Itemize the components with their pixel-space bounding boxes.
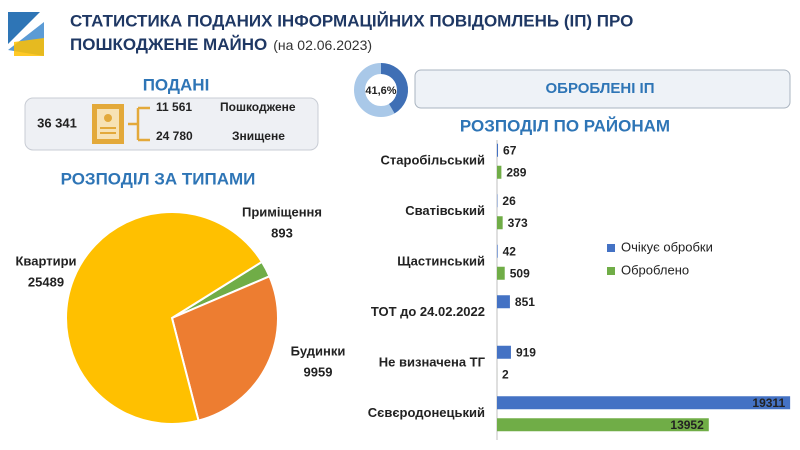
category-label: Не визначена ТГ xyxy=(379,355,486,370)
category-label: Сватівський xyxy=(405,203,485,218)
category-label: Сєвєродонецький xyxy=(368,405,485,420)
pie-label: Квартири xyxy=(15,253,76,268)
bar-value: 289 xyxy=(506,165,526,179)
submitted-label: Пошкоджене xyxy=(220,100,296,114)
date: (на 02.06.2023) xyxy=(273,37,372,53)
category-label: Щастинський xyxy=(397,254,485,269)
submitted-title: ПОДАНІ xyxy=(143,75,210,94)
pie-value: 9959 xyxy=(304,364,333,379)
pie-slice xyxy=(170,275,279,422)
category-label: Старобільський xyxy=(381,153,485,168)
bar xyxy=(497,244,498,258)
logo xyxy=(8,12,44,56)
submitted-value: 11 561 xyxy=(156,100,192,114)
bar-value: 851 xyxy=(515,295,535,309)
bar xyxy=(497,165,502,179)
pie-slice xyxy=(65,211,264,425)
logo-shape xyxy=(14,38,44,56)
bar-value: 42 xyxy=(503,244,517,258)
category-label: ТОТ до 24.02.2022 xyxy=(371,304,485,319)
pie-value: 25489 xyxy=(28,274,64,289)
icon-shape xyxy=(97,109,119,139)
logo-shape xyxy=(8,12,40,44)
bar xyxy=(497,266,505,280)
bar-value: 26 xyxy=(502,194,516,208)
bracket xyxy=(128,106,150,142)
bar xyxy=(497,418,709,432)
bar xyxy=(497,216,503,230)
bar-title: РОЗПОДІЛ ПО РАЙОНАМ xyxy=(460,116,670,135)
bar-value: 2 xyxy=(502,367,509,381)
title-line: ПОШКОДЖЕНЕ МАЙНО xyxy=(70,35,267,54)
bar-value: 13952 xyxy=(670,418,704,432)
bar-value: 373 xyxy=(508,216,528,230)
submitted-label: Знищене xyxy=(232,129,285,143)
pie-label: Будинки xyxy=(291,343,346,358)
icon-shape xyxy=(104,114,112,122)
title-line: СТАТИСТИКА ПОДАНИХ ІНФОРМАЦІЙНИХ ПОВІДОМ… xyxy=(70,11,633,30)
bar-value: 509 xyxy=(510,266,530,280)
pie-title: РОЗПОДІЛ ЗА ТИПАМИ xyxy=(61,169,256,188)
bar-value: 19311 xyxy=(752,396,785,410)
pie-value: 893 xyxy=(271,225,293,240)
bar xyxy=(497,143,499,157)
bar-value: 67 xyxy=(503,143,517,157)
bar-value: 919 xyxy=(516,345,536,359)
legend-swatch xyxy=(607,267,615,275)
bar xyxy=(497,295,510,309)
submitted-total: 36 341 xyxy=(37,115,77,130)
donut-segment xyxy=(381,63,409,114)
bar xyxy=(497,345,511,359)
pie-label: Приміщення xyxy=(242,204,322,219)
title-line: ПОШКОДЖЕНЕ МАЙНО (на 02.06.2023) xyxy=(70,35,372,54)
legend-swatch xyxy=(607,244,615,252)
donut-label: 41,6% xyxy=(365,85,396,97)
processed-box xyxy=(414,69,791,109)
submitted-value: 24 780 xyxy=(156,129,193,143)
document-icon xyxy=(92,104,124,144)
processed-title: ОБРОБЛЕНІ ІП xyxy=(546,80,655,97)
legend-label: Оброблено xyxy=(621,262,689,277)
bar xyxy=(497,396,791,410)
legend-label: Очікує обробки xyxy=(621,239,713,254)
